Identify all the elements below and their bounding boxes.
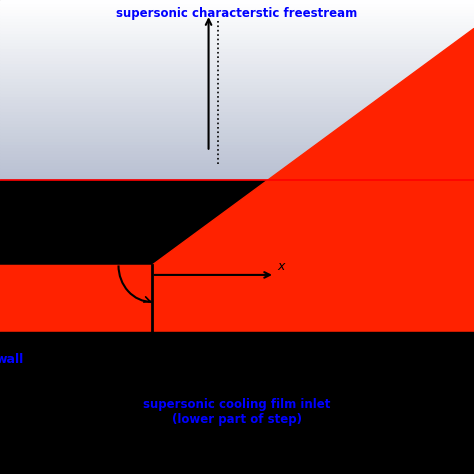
Polygon shape [0, 141, 474, 144]
Polygon shape [0, 105, 474, 108]
Polygon shape [0, 15, 474, 18]
Polygon shape [0, 153, 474, 156]
Polygon shape [0, 81, 474, 84]
Polygon shape [0, 60, 474, 63]
Polygon shape [0, 3, 474, 6]
Polygon shape [0, 9, 474, 12]
Polygon shape [0, 45, 474, 48]
Polygon shape [0, 114, 474, 117]
Polygon shape [0, 123, 474, 126]
Polygon shape [0, 63, 474, 66]
Polygon shape [0, 78, 474, 81]
Polygon shape [0, 108, 474, 111]
Polygon shape [0, 96, 474, 99]
Polygon shape [0, 93, 474, 96]
Polygon shape [0, 168, 474, 171]
Polygon shape [0, 117, 474, 120]
Text: $x$: $x$ [277, 260, 287, 273]
Polygon shape [0, 48, 474, 51]
Polygon shape [0, 171, 474, 174]
Polygon shape [0, 138, 474, 141]
Polygon shape [0, 177, 474, 180]
Polygon shape [0, 174, 474, 177]
Polygon shape [0, 111, 474, 114]
Polygon shape [0, 144, 474, 147]
Text: wall: wall [0, 353, 24, 366]
Polygon shape [0, 39, 474, 42]
Polygon shape [0, 0, 474, 3]
Text: supersonic characterstic freestream: supersonic characterstic freestream [117, 7, 357, 20]
Polygon shape [0, 24, 474, 27]
Polygon shape [0, 12, 474, 15]
Polygon shape [0, 90, 474, 93]
Polygon shape [0, 72, 474, 75]
Polygon shape [0, 126, 474, 129]
Polygon shape [0, 27, 474, 30]
Polygon shape [0, 30, 474, 33]
Polygon shape [0, 102, 474, 105]
Polygon shape [0, 332, 474, 474]
Polygon shape [0, 120, 474, 123]
Polygon shape [0, 33, 474, 36]
Polygon shape [0, 129, 474, 132]
Polygon shape [0, 54, 474, 57]
Polygon shape [0, 84, 474, 87]
Polygon shape [0, 147, 474, 150]
Polygon shape [0, 150, 474, 153]
Polygon shape [0, 21, 474, 24]
Polygon shape [0, 156, 474, 159]
Text: supersonic cooling film inlet
(lower part of step): supersonic cooling film inlet (lower par… [143, 398, 331, 427]
Polygon shape [0, 51, 474, 54]
Polygon shape [0, 165, 474, 168]
Polygon shape [0, 28, 474, 332]
Polygon shape [0, 66, 474, 69]
Polygon shape [0, 135, 474, 138]
Polygon shape [0, 99, 474, 102]
Polygon shape [0, 57, 474, 60]
Polygon shape [0, 69, 474, 72]
Polygon shape [0, 42, 474, 45]
Polygon shape [0, 132, 474, 135]
Polygon shape [0, 87, 474, 90]
Polygon shape [0, 75, 474, 78]
Polygon shape [0, 36, 474, 39]
Polygon shape [0, 180, 474, 265]
Polygon shape [0, 18, 474, 21]
Polygon shape [0, 162, 474, 165]
Polygon shape [0, 6, 474, 9]
Polygon shape [0, 159, 474, 162]
